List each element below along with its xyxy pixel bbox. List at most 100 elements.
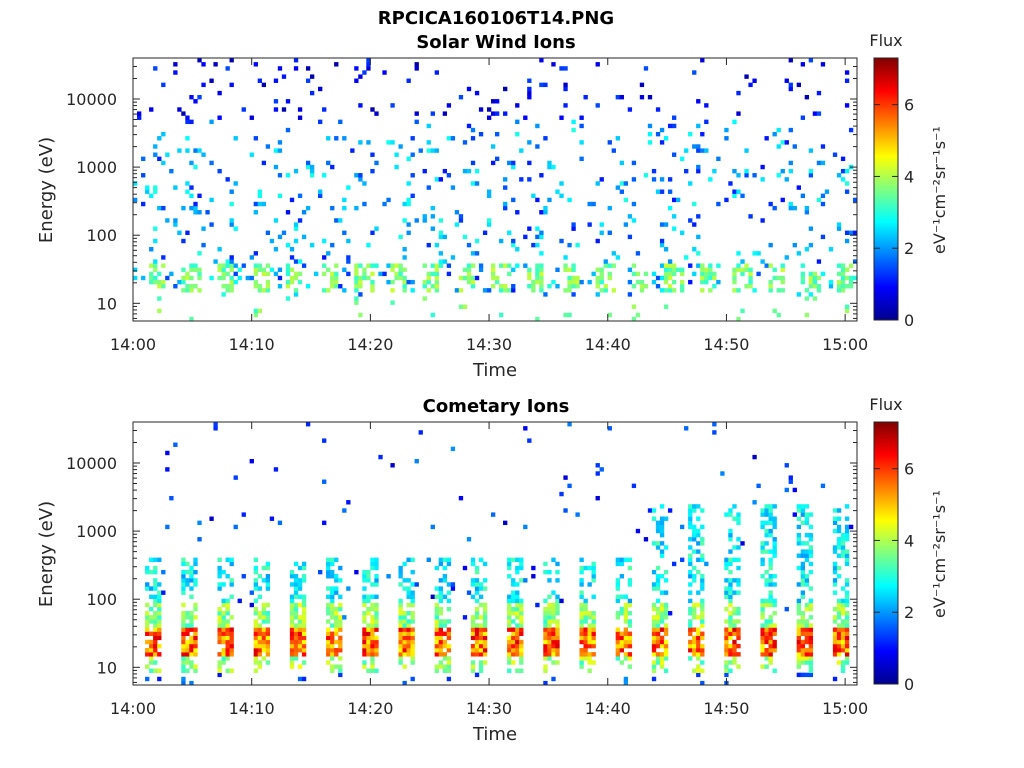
heatmap-cell	[680, 284, 685, 289]
heatmap-cell	[257, 284, 263, 289]
heatmap-cell	[659, 664, 665, 669]
heatmap-cell	[511, 238, 516, 244]
heatmap-cell	[507, 602, 512, 608]
heatmap-cell	[760, 508, 765, 513]
heatmap-cell	[442, 639, 448, 645]
heatmap-cell	[185, 119, 190, 125]
heatmap-cell	[840, 549, 846, 554]
heatmap-cell	[704, 103, 709, 108]
heatmap-cell	[680, 271, 685, 277]
heatmap-cell	[535, 226, 540, 231]
heatmap-cell	[555, 561, 560, 567]
heatmap-cell	[253, 210, 258, 215]
heatmap-cell	[458, 288, 464, 293]
heatmap-cell	[265, 561, 271, 567]
heatmap-cell	[257, 635, 263, 641]
heatmap-cell	[474, 251, 480, 256]
heatmap-cell	[796, 537, 801, 542]
heatmap-cell	[567, 267, 572, 272]
heatmap-cell	[334, 639, 339, 645]
heatmap-cell	[655, 619, 661, 624]
heatmap-cell	[515, 606, 520, 612]
heatmap-cell	[305, 205, 311, 211]
heatmap-cell	[840, 275, 846, 281]
heatmap-cell	[221, 275, 226, 281]
heatmap-cell	[579, 582, 584, 587]
heatmap-cell	[728, 635, 733, 641]
heatmap-cell	[217, 660, 222, 665]
heatmap-cell	[225, 598, 230, 604]
heatmap-cell	[792, 144, 797, 149]
heatmap-cell	[551, 62, 556, 67]
heatmap-cell	[470, 181, 476, 186]
heatmap-cell	[688, 553, 693, 558]
heatmap-cell	[808, 615, 814, 620]
heatmap-cell	[309, 90, 315, 96]
heatmap-cell	[366, 140, 371, 145]
heatmap-cell	[438, 643, 444, 649]
heatmap-cell	[820, 483, 826, 489]
heatmap-cell	[293, 238, 299, 244]
heatmap-cell	[338, 119, 343, 125]
heatmap-cell	[289, 660, 295, 665]
heatmap-cell	[374, 160, 379, 166]
heatmap-cell	[157, 602, 162, 608]
heatmap-cell	[583, 598, 588, 604]
heatmap-cell	[655, 615, 661, 620]
heatmap-cell	[571, 292, 576, 297]
heatmap-cell	[507, 565, 512, 571]
heatmap-cell	[507, 623, 512, 628]
heatmap-cell	[466, 267, 472, 272]
heatmap-cell	[832, 648, 838, 653]
heatmap-cell	[277, 520, 283, 526]
heatmap-cell	[696, 528, 701, 534]
heatmap-cell	[523, 578, 528, 583]
heatmap-cell	[792, 512, 797, 517]
heatmap-cell	[804, 582, 810, 587]
heatmap-cell	[293, 602, 299, 608]
heatmap-cell	[157, 557, 162, 563]
heatmap-cell	[812, 296, 818, 301]
heatmap-cell	[583, 627, 588, 632]
heatmap-cell	[297, 635, 303, 641]
heatmap-cell	[462, 275, 468, 281]
heatmap-cell	[587, 279, 592, 285]
heatmap-cell	[579, 140, 584, 145]
heatmap-cell	[611, 251, 616, 256]
heatmap-cell	[800, 263, 806, 268]
heatmap-cell	[410, 598, 415, 604]
heatmap-cell	[772, 516, 777, 521]
heatmap-cell	[547, 615, 552, 620]
heatmap-cell	[217, 565, 222, 571]
heatmap-cell	[145, 623, 150, 628]
heatmap-cell	[181, 267, 186, 272]
heatmap-cell	[438, 177, 444, 182]
heatmap-cell	[189, 288, 194, 293]
heatmap-cell	[370, 643, 375, 649]
heatmap-cell	[579, 569, 584, 575]
heatmap-cell	[836, 516, 842, 521]
heatmap-cell	[253, 606, 258, 612]
heatmap-cell	[615, 582, 620, 587]
heatmap-cell	[551, 648, 556, 653]
heatmap-cell	[696, 627, 701, 632]
heatmap-cell	[221, 598, 226, 604]
heatmap-cell	[474, 672, 480, 678]
heatmap-cell	[836, 639, 842, 645]
heatmap-cell	[342, 230, 347, 235]
heatmap-cell	[804, 648, 810, 653]
heatmap-cell	[474, 652, 480, 657]
heatmap-cell	[161, 255, 166, 260]
heatmap-cell	[402, 648, 407, 653]
heatmap-cell	[772, 275, 777, 281]
heatmap-cell	[402, 267, 407, 272]
heatmap-cell	[848, 230, 854, 235]
heatmap-cell	[301, 648, 307, 653]
heatmap-cell	[551, 611, 556, 616]
heatmap-cell	[663, 590, 669, 595]
heatmap-cell	[547, 606, 552, 612]
heatmap-cell	[700, 660, 705, 665]
heatmap-cell	[655, 623, 661, 628]
heatmap-cell	[507, 656, 512, 661]
heatmap-cell	[338, 643, 343, 649]
